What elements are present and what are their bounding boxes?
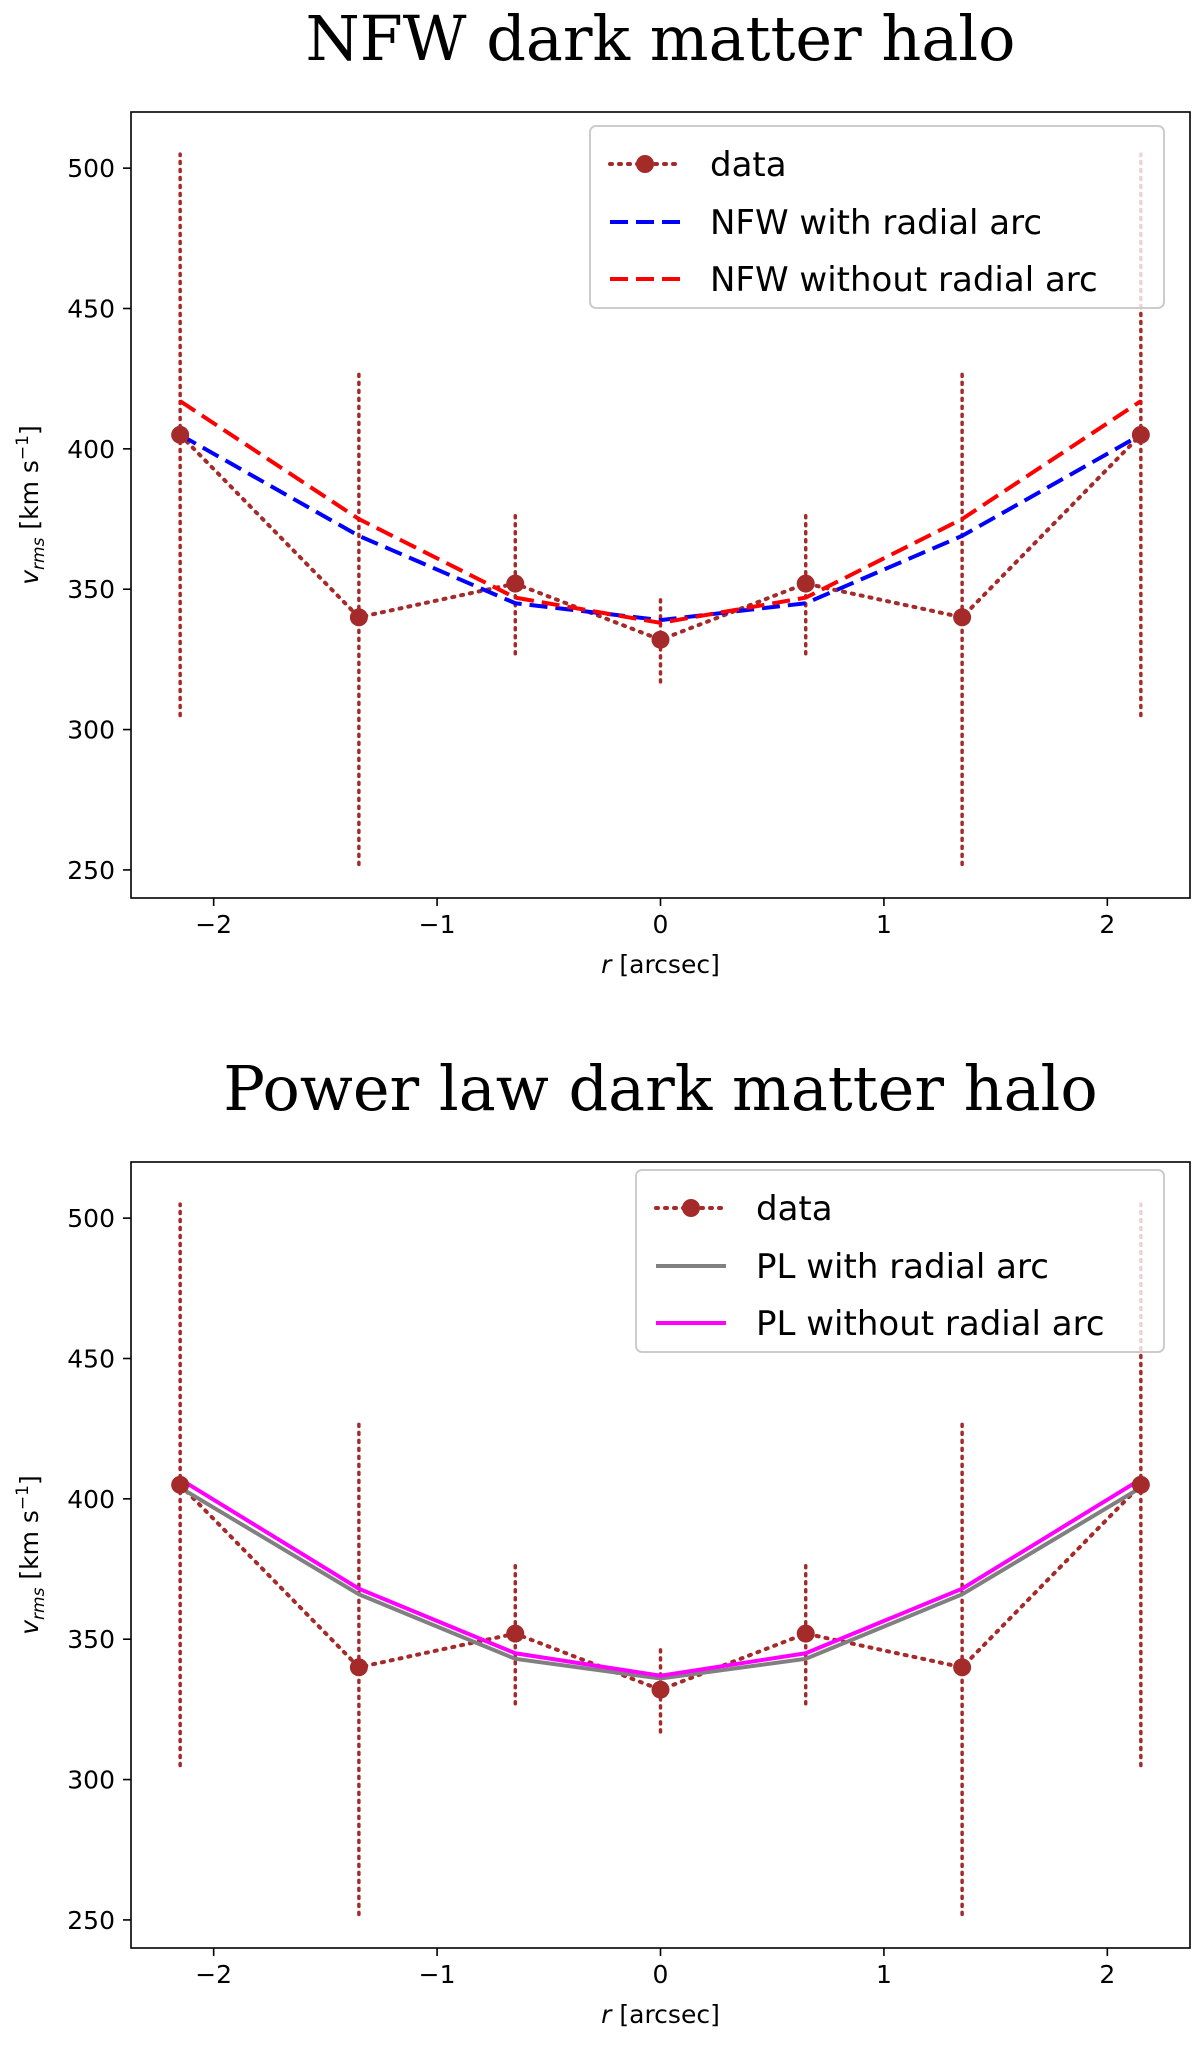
x-tick-label: −1 xyxy=(419,910,456,939)
x-tick-label: 1 xyxy=(876,910,892,939)
x-axis-label-var: r xyxy=(601,2000,613,2029)
data-point xyxy=(796,1624,815,1643)
y-axis-label-var: v xyxy=(15,1619,44,1635)
y-axis-label-unit-a: [km s xyxy=(15,460,44,538)
y-tick-label: 400 xyxy=(67,1485,115,1514)
y-axis-label-unit-a: [km s xyxy=(15,1510,44,1588)
model-line-2 xyxy=(179,399,1142,625)
data-point xyxy=(1131,425,1150,444)
data-point xyxy=(506,574,525,593)
chart-1: NFW dark matter halo −2 −1 0 1 2 250 300 350 400 4… xyxy=(13,2,1191,979)
y-tick-label: 450 xyxy=(67,295,115,324)
x-axis-label: r [arcsec] xyxy=(601,2000,720,2029)
legend-label-data: data xyxy=(756,1189,833,1229)
x-tick-label: 1 xyxy=(876,1960,892,1989)
x-tick-label: 0 xyxy=(653,910,669,939)
model-line-1 xyxy=(179,1485,1142,1681)
data-point xyxy=(796,574,815,593)
data-point xyxy=(651,1680,670,1699)
data-point xyxy=(953,1658,972,1677)
y-tick-label: 450 xyxy=(67,1345,115,1374)
y-axis-label-sup: −1 xyxy=(13,435,33,460)
x-tick-label: 2 xyxy=(1099,910,1115,939)
x-axis: −2 −1 0 1 2 xyxy=(195,898,1115,939)
x-tick-label: −2 xyxy=(195,910,232,939)
data-point xyxy=(349,608,368,627)
y-tick-label: 300 xyxy=(67,716,115,745)
data-markers xyxy=(171,425,1150,649)
legend-label-data: data xyxy=(710,145,787,185)
x-tick-label: 0 xyxy=(653,1960,669,1989)
legend-label-1: NFW with radial arc xyxy=(710,203,1042,243)
chart-title: Power law dark matter halo xyxy=(223,1052,1097,1125)
data-point xyxy=(171,1475,190,1494)
data-markers xyxy=(171,1475,1150,1699)
legend-label-2: NFW without radial arc xyxy=(710,260,1098,300)
y-tick-label: 350 xyxy=(67,575,115,604)
y-tick-label: 250 xyxy=(67,1906,115,1935)
y-tick-label: 400 xyxy=(67,435,115,464)
y-axis-label: vrms [km s−1] xyxy=(13,1475,49,1635)
data-point xyxy=(506,1624,525,1643)
data-point xyxy=(349,1658,368,1677)
y-axis: 250 300 350 400 450 500 xyxy=(67,154,131,885)
x-tick-label: 2 xyxy=(1099,1960,1115,1989)
model-line-1 xyxy=(179,433,1142,623)
y-axis-label-unit-b: ] xyxy=(15,1475,44,1485)
y-axis: 250 300 350 400 450 500 xyxy=(67,1204,131,1935)
x-axis-label-unit: [arcsec] xyxy=(611,950,719,979)
y-axis-label: vrms [km s−1] xyxy=(13,425,49,585)
x-axis-label: r [arcsec] xyxy=(601,950,720,979)
data-point xyxy=(1131,1475,1150,1494)
legend-label-1: PL with radial arc xyxy=(756,1247,1049,1287)
legend: data NFW with radial arc NFW without radia… xyxy=(589,125,1165,309)
y-axis-label-sup: −1 xyxy=(13,1485,33,1510)
plot-area xyxy=(171,152,1150,867)
chart-title: NFW dark matter halo xyxy=(306,2,1016,75)
x-axis-label-var: r xyxy=(601,950,613,979)
y-axis-label-unit-b: ] xyxy=(15,425,44,435)
legend-box xyxy=(635,1169,1165,1353)
plot-area xyxy=(171,1202,1150,1917)
x-tick-label: −1 xyxy=(419,1960,456,1989)
y-axis-label-sub: rms xyxy=(29,537,49,570)
chart-2: Power law dark matter halo −2 −1 0 1 2 250 300 3… xyxy=(13,1052,1191,2029)
legend-box xyxy=(589,125,1165,309)
y-axis-label-var: v xyxy=(15,569,44,585)
x-tick-label: −2 xyxy=(195,1960,232,1989)
y-tick-label: 500 xyxy=(67,1204,115,1233)
y-tick-label: 300 xyxy=(67,1766,115,1795)
y-axis-label-sub: rms xyxy=(29,1587,49,1620)
y-tick-label: 250 xyxy=(67,856,115,885)
data-point xyxy=(651,630,670,649)
legend: data PL with radial arc PL without radial … xyxy=(635,1169,1165,1353)
y-tick-label: 350 xyxy=(67,1625,115,1654)
y-tick-label: 500 xyxy=(67,154,115,183)
legend-data-marker xyxy=(636,155,654,173)
x-axis: −2 −1 0 1 2 xyxy=(195,1948,1115,1989)
data-point xyxy=(953,608,972,627)
model-line-2 xyxy=(179,1477,1142,1678)
data-point xyxy=(171,425,190,444)
x-axis-label-unit: [arcsec] xyxy=(611,2000,719,2029)
legend-data-marker xyxy=(682,1199,700,1217)
legend-label-2: PL without radial arc xyxy=(756,1304,1105,1344)
